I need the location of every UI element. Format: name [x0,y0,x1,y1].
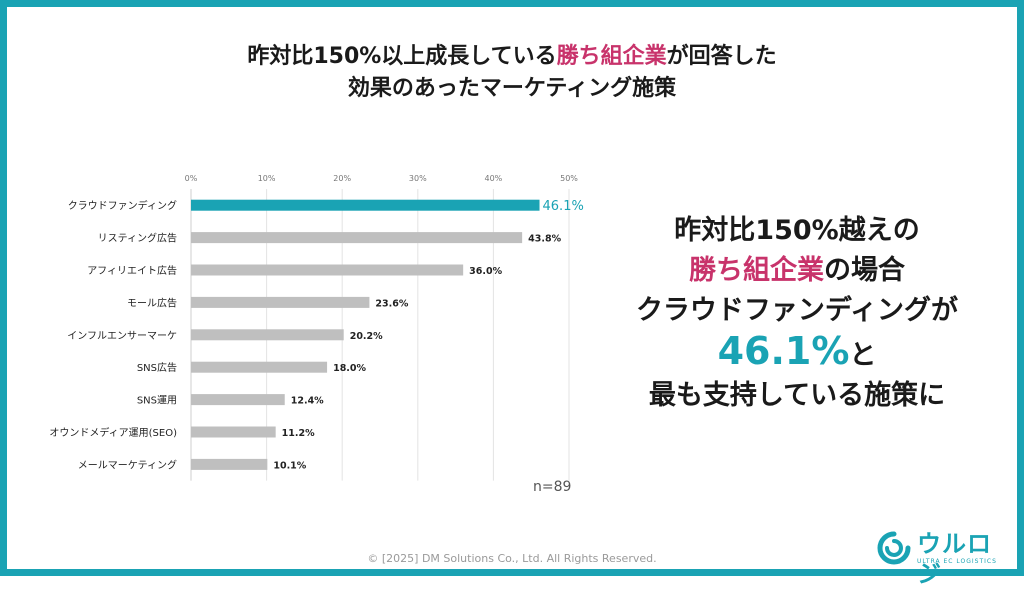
value-label: 23.6% [375,298,408,309]
bar [191,296,370,308]
chart-bars [191,199,540,470]
bar [191,458,268,470]
bar [191,232,523,244]
callout-line-5: 最も支持している施策に [648,380,946,411]
sample-size-note: n=89 [533,479,572,495]
value-label: 12.4% [291,396,324,407]
x-tick-label: 20% [333,174,351,183]
category-label: リスティング広告 [98,232,177,245]
logo-text: ウルロジ [917,530,992,588]
slide-title: 昨対比150%以上成長している勝ち組企業が回答した 効果のあったマーケティング施… [7,41,1017,105]
title-highlight: 勝ち組企業 [556,44,667,69]
callout-line-2-post: の場合 [824,255,905,286]
bar [191,394,285,406]
category-label: クラウドファンディング [68,199,177,212]
callout-text: 昨対比150%越えの 勝ち組企業の場合 クラウドファンディングが 46.1%と … [607,211,987,416]
category-label: オウンドメディア運用(SEO) [49,426,177,439]
ururoji-logo-icon [877,531,911,565]
value-label: 18.0% [333,363,366,374]
category-label: SNS広告 [137,361,177,374]
value-label: 10.1% [273,460,306,471]
callout-line-2: 勝ち組企業の場合 [607,251,987,291]
title-line-2: 効果のあったマーケティング施策 [347,76,677,101]
category-label: メールマーケティング [78,458,177,471]
value-label: 43.8% [528,234,561,245]
callout-line-4-post: と [849,340,877,371]
callout-percentage: 46.1% [717,329,850,373]
x-tick-label: 30% [409,174,427,183]
value-label: 36.0% [469,266,502,277]
category-label: インフルエンサーマーケ [67,330,177,342]
category-label: アフィリエイト広告 [87,264,177,277]
callout-highlight: 勝ち組企業 [689,255,824,286]
chart-value-labels: 46.1% 43.8% 36.0% 23.6% 20.2% 18.0% 12.4% 11.2%… [273,199,583,471]
category-label: SNS運用 [137,395,177,407]
bar [191,199,540,211]
value-label: 11.2% [282,428,315,439]
bar [191,426,276,438]
chart-x-ticks: 0% 10% 20% 30% 40% 50% [185,174,579,183]
callout-line-3: クラウドファンディングが [635,295,959,326]
x-tick-label: 10% [258,174,276,183]
x-tick-label: 0% [185,174,198,183]
bar [191,361,328,373]
category-label: モール広告 [127,296,177,309]
bar [191,329,344,341]
chart-category-labels: クラウドファンディングリスティング広告アフィリエイト広告モール広告インフルエンサ… [49,199,177,471]
value-label: 46.1% [543,199,584,214]
value-label: 20.2% [350,331,383,342]
title-line-1: 昨対比150%以上成長している勝ち組企業が回答した [7,41,1017,73]
x-tick-label: 50% [560,174,578,183]
x-tick-label: 40% [485,174,503,183]
title-line-1-pre: 昨対比150%以上成長している [247,44,557,69]
logo-subtext: ULTRA EC LOGISTICS [917,558,997,565]
bar-chart: 0% 10% 20% 30% 40% 50% クラウドファンディングリスティング広告アフィ… [49,174,584,481]
ururoji-logo: ウルロジ ULTRA EC LOGISTICS [877,529,1007,588]
callout-line-4: 46.1%と [607,331,987,376]
title-line-1-post: が回答した [666,44,777,69]
bar [191,264,464,276]
callout-line-1: 昨対比150%越えの [674,215,920,246]
copyright-text: © [2025] DM Solutions Co., Ltd. All Righ… [367,552,657,565]
